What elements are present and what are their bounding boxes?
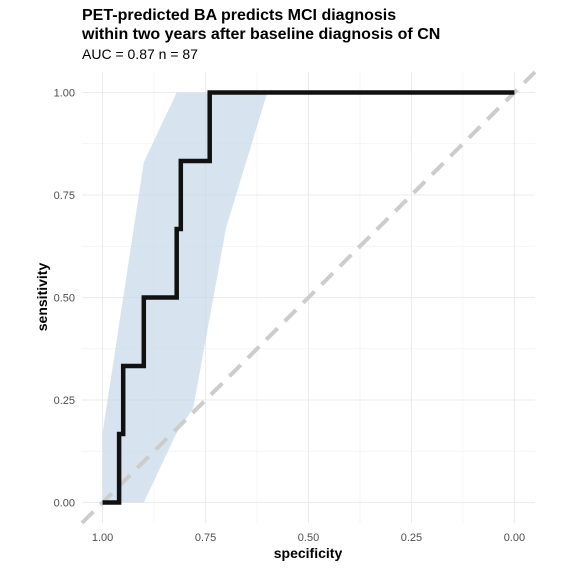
x-tick-label: 0.25 (401, 532, 422, 544)
y-axis-title: sensitivity (34, 263, 50, 332)
x-tick-label: 0.00 (504, 532, 525, 544)
confidence-band (102, 92, 268, 503)
x-axis-title: specificity (274, 545, 343, 561)
chart-title-line-1: PET-predicted BA predicts MCI diagnosis (82, 7, 397, 24)
y-tick-label: 0.00 (54, 498, 75, 510)
y-tick-label: 0.50 (54, 293, 75, 305)
y-tick-label: 1.00 (54, 88, 75, 100)
y-tick-label: 0.25 (54, 395, 75, 407)
y-tick-label: 0.75 (54, 190, 75, 202)
x-tick-label: 0.75 (195, 532, 216, 544)
x-tick-label: 0.50 (298, 532, 319, 544)
confidence-band-area (102, 92, 268, 503)
x-axis-ticks: 1.00 0.75 0.50 0.25 0.00 (92, 532, 525, 544)
roc-curve-group (102, 90, 515, 505)
reference-diagonal-line (80, 70, 537, 525)
reference-diagonal (80, 70, 537, 525)
x-tick-label: 1.00 (92, 532, 113, 544)
chart-subtitle: AUC = 0.87 n = 87 (82, 46, 198, 62)
chart-title-line-2: within two years after baseline diagnosi… (82, 26, 441, 43)
y-axis-ticks: 0.00 0.25 0.50 0.75 1.00 (54, 88, 75, 510)
roc-curve-line (102, 90, 515, 505)
